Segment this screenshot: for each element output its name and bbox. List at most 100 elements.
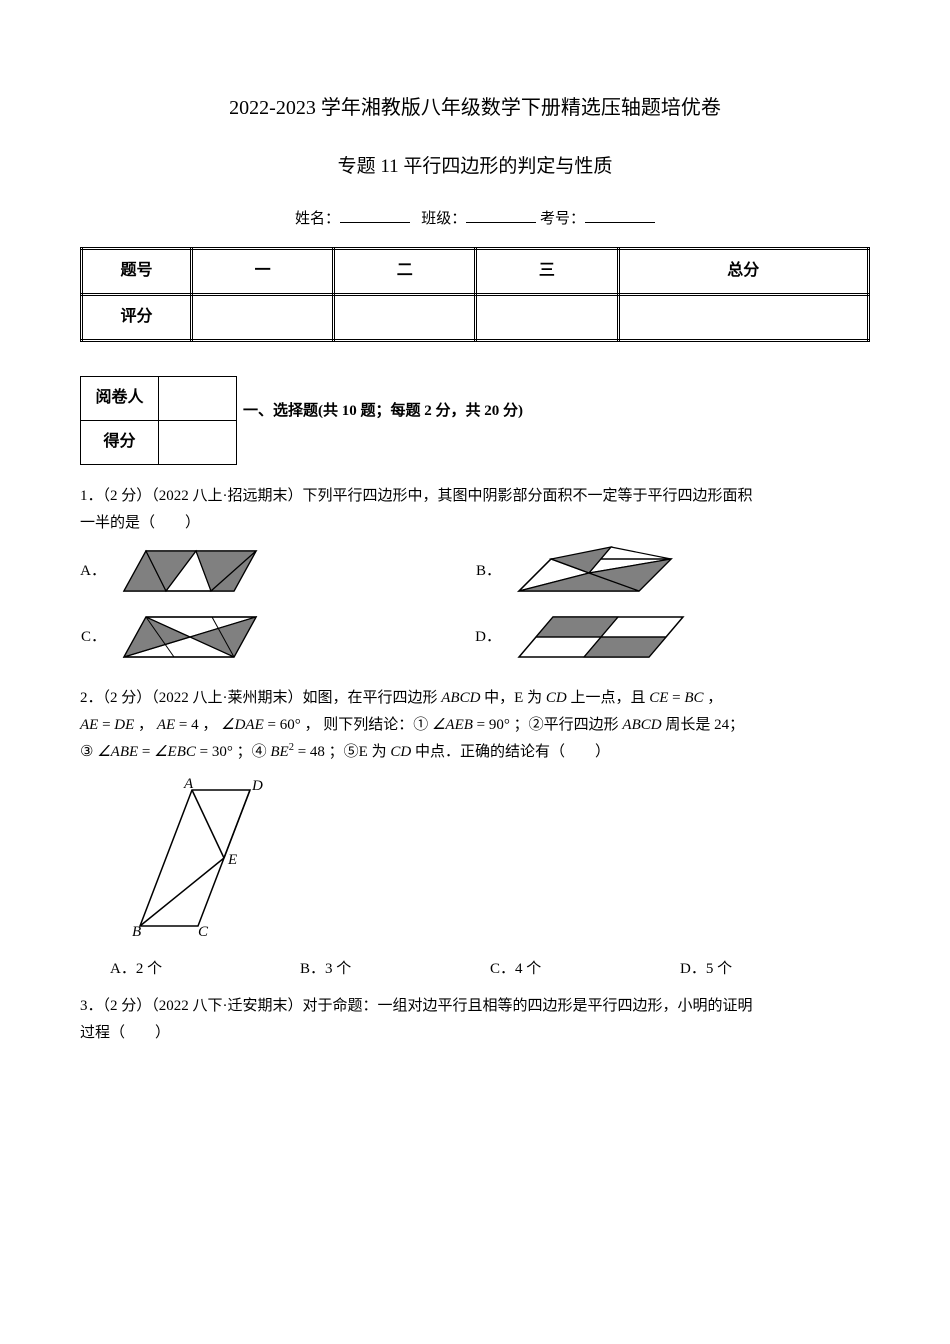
q1-figB [511, 543, 681, 599]
score-col-0: 题号 [82, 249, 192, 295]
score-row2-label: 评分 [82, 295, 192, 341]
q3-stem-a: 3．（2 分）（2022 八下·迁安期末）对于命题：一组对边平行且相等的四边形是… [80, 993, 870, 1020]
class-label: 班级： [421, 211, 466, 227]
q2-ang3: ∠ABE [97, 744, 138, 760]
mini-blank2 [159, 421, 237, 465]
q1-optD-label: D． [475, 624, 501, 651]
q2-optA: A．2 个 [110, 956, 300, 983]
q1-stem-b: 一半的是（ ） [80, 510, 870, 537]
q2-s-d: 则下列结论：① [323, 717, 428, 733]
q2-line1: 2．（2 分）（2022 八上·莱州期末）如图，在平行四边形 ABCD 中，E … [80, 685, 870, 712]
doc-title: 2022-2023 学年湘教版八年级数学下册精选压轴题培优卷 [80, 90, 870, 126]
q2-abcd: ABCD [441, 690, 480, 706]
mini-blank1 [159, 377, 237, 421]
q2-line2: AE = DE ， AE = 4 ， ∠DAE = 60° ， 则下列结论：① … [80, 712, 870, 739]
q2-comma4: ， [304, 717, 319, 733]
q2-s-g: 中点．正确的结论有（ ） [415, 744, 610, 760]
q1-optA-label: A． [80, 558, 106, 585]
q1-figA [116, 543, 266, 599]
q2-ang4: ∠EBC [154, 744, 196, 760]
q2-s-a: 2．（2 分）（2022 八上·莱州期末）如图，在平行四边形 [80, 690, 438, 706]
q2-eq1op: = [672, 690, 684, 706]
doc-subtitle: 专题 11 平行四边形的判定与性质 [80, 150, 870, 184]
q2-eq4: 60° [280, 717, 301, 733]
q2-eq5: 90° [489, 717, 510, 733]
q1-optC: C． [80, 609, 475, 665]
q1-optB: B． [475, 543, 870, 599]
q2-s-b: 中，E 为 [484, 690, 542, 706]
q1-optC-label: C． [80, 624, 106, 651]
q2-cd2: CD [390, 744, 411, 760]
q1-optA: A． [80, 543, 475, 599]
q2-comma2: ， [138, 717, 153, 733]
q3-stem-b: 过程（ ） [80, 1020, 870, 1047]
q2-s-f: 周长是 24； [665, 717, 744, 733]
q2-be: BE [270, 744, 288, 760]
mini-row1: 阅卷人 [81, 377, 159, 421]
score-cell-1 [192, 295, 334, 341]
mini-row2: 得分 [81, 421, 159, 465]
q2-eq5op: = [477, 717, 489, 733]
score-col-3: 三 [476, 249, 618, 295]
q2-line3: ③ ∠ABE = ∠EBC = 30° ；④ BE2 = 48 ；⑤E 为 CD… [80, 739, 870, 766]
q2-optC: C．4 个 [490, 956, 680, 983]
q2-eq2a: AE [80, 717, 98, 733]
q2-comma3: ， [202, 717, 217, 733]
q1-optD: D． [475, 609, 870, 665]
q3: 3．（2 分）（2022 八下·迁安期末）对于命题：一组对边平行且相等的四边形是… [80, 993, 870, 1047]
q2-s-c: 上一点，且 [570, 690, 645, 706]
section1-header: 阅卷人 得分 一、选择题(共 10 题；每题 2 分，共 20 分) [80, 376, 870, 465]
score-cell-4 [618, 295, 868, 341]
q2-ang1: ∠DAE [221, 717, 264, 733]
q1-options: A． B． C． [80, 543, 870, 675]
q2-lblE: E [227, 852, 237, 868]
score-col-2: 二 [334, 249, 476, 295]
q1-optB-label: B． [475, 558, 501, 585]
q2-circ4: ；④ [237, 744, 267, 760]
q1: 1．（2 分）（2022 八上·招远期末）下列平行四边形中，其图中阴影部分面积不… [80, 483, 870, 675]
q2-ang2: ∠AEB [432, 717, 473, 733]
q1-figC [116, 609, 266, 665]
q1-figD [511, 609, 691, 665]
examno-label: 考号： [540, 211, 585, 227]
q2-cd: CD [546, 690, 567, 706]
q2-abcd2: ABCD [622, 717, 661, 733]
q2-eq6: 30° [212, 744, 233, 760]
q2-optD: D．5 个 [680, 956, 870, 983]
name-label: 姓名： [295, 211, 340, 227]
q2-eq7op: = [298, 744, 310, 760]
grader-mini-table: 阅卷人 得分 [80, 376, 237, 465]
q2-eq1b: BC [684, 690, 703, 706]
q2-lblC: C [198, 924, 209, 938]
q2-lblD: D [251, 778, 263, 794]
q2-s-e: ；②平行四边形 [514, 717, 619, 733]
q2-optB: B．3 个 [300, 956, 490, 983]
q2-be-sup: 2 [289, 742, 294, 753]
name-blank [340, 208, 410, 223]
q2-figure: A D E B C [130, 778, 870, 948]
q2-eq3a: AE [157, 717, 175, 733]
q2-eq3op: = [179, 717, 191, 733]
q2-eq6op2: = [200, 744, 212, 760]
class-blank [466, 208, 536, 223]
q2-lblA: A [183, 778, 194, 792]
q2-eq2b: DE [114, 717, 134, 733]
score-cell-2 [334, 295, 476, 341]
q2-circ5: ；⑤E 为 [329, 744, 387, 760]
q2-comma1: ， [707, 690, 722, 706]
identity-line: 姓名： 班级： 考号： [80, 206, 870, 233]
q2-eq3b: 4 [191, 717, 199, 733]
q2: 2．（2 分）（2022 八上·莱州期末）如图，在平行四边形 ABCD 中，E … [80, 685, 870, 983]
q2-eq6op: = [142, 744, 154, 760]
q2-circ3: ③ [80, 744, 93, 760]
score-cell-3 [476, 295, 618, 341]
examno-blank [585, 208, 655, 223]
q2-eq4op: = [267, 717, 279, 733]
score-table: 题号 一 二 三 总分 评分 [80, 247, 870, 342]
q2-eq1a: CE [649, 690, 668, 706]
score-col-4: 总分 [618, 249, 868, 295]
q2-eq7: 48 [310, 744, 325, 760]
q2-eq2op: = [102, 717, 114, 733]
score-col-1: 一 [192, 249, 334, 295]
q2-options: A．2 个 B．3 个 C．4 个 D．5 个 [80, 956, 870, 983]
